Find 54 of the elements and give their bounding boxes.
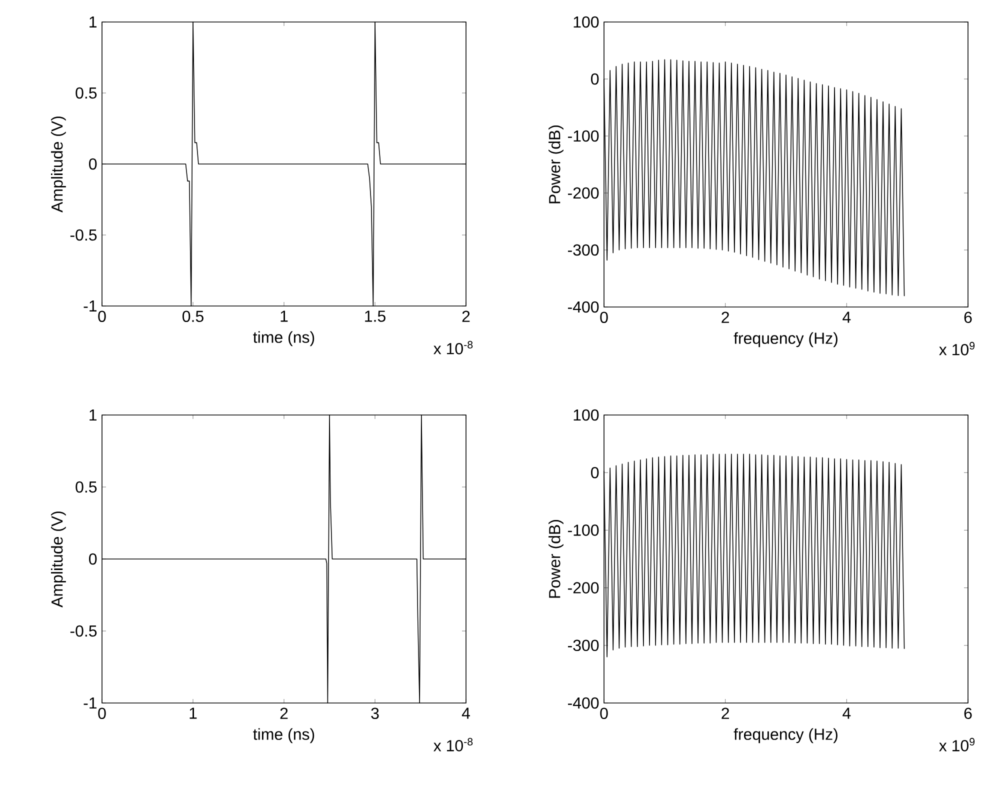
x-tick-label: 2 [722,708,729,719]
x-tick-label: 2 [462,310,470,322]
y-tick-label: 0.5 [76,87,97,99]
x-tick-label: 0 [600,312,608,324]
x-tick-label: 2 [722,312,729,323]
text: x 10$^{-8}$ [434,340,473,354]
x-tick-label: 3 [371,708,379,720]
y-tick-label: 0 [89,553,97,565]
x-tick-label: 0.5 [182,310,204,322]
y-tick-label: 0 [89,158,97,170]
x-tick-label: 0 [98,708,106,720]
x-tick-label: 6 [964,312,972,324]
y-tick-label: 100 [574,409,599,421]
y-tick-label: -1 [84,300,97,312]
y-tick-label: -300 [568,640,599,652]
y-axis-title: Amplitude (V) [50,116,66,212]
y-tick-label: -0.5 [70,229,97,241]
y-tick-label: -0.5 [70,625,97,637]
y-tick-label: 1 [90,410,97,421]
x-tick-label: 1 [280,310,288,322]
line-series [102,414,466,704]
x-tick-label: 6 [964,708,972,720]
x-tick-label: 4 [842,312,851,323]
x-axis-title: frequency (Hz) [734,332,838,348]
y-tick-label: -200 [568,582,599,594]
text: x 10$^{-8}$ [434,738,473,752]
y-tick-label: -100 [568,524,599,536]
y-axis-title: Power (dB) [548,520,564,598]
y-axis-title: Amplitude (V) [50,512,66,608]
y-tick-label: -1 [84,698,97,709]
y-tick-label: -200 [568,187,599,199]
x-tick-label: 4 [842,708,851,719]
x-axis-title: time (ns) [253,728,314,744]
y-tick-label: -400 [568,697,599,709]
x-tick-label: 1 [190,708,197,719]
x-axis-title: time (ns) [253,331,314,346]
text: x 10$^{9}$ [939,738,975,752]
x-tick-label: 1.5 [365,310,386,322]
line-series [102,22,466,306]
y-tick-label: 0.5 [76,481,97,493]
y-tick-label: -300 [568,244,599,256]
y-tick-label: 1 [90,16,97,28]
y-tick-label: -100 [568,130,599,142]
y-axis-title: Power (dB) [548,126,564,204]
text: x 10$^{9}$ [939,342,975,356]
y-tick-label: 0 [591,73,599,85]
x-tick-label: 0 [600,708,608,720]
x-axis-title: frequency (Hz) [734,728,838,744]
y-tick-label: 0 [591,466,599,478]
y-tick-label: 100 [574,16,599,28]
y-tick-label: -400 [568,301,599,313]
x-tick-label: 2 [280,708,288,719]
x-tick-label: 0 [98,310,106,322]
x-tick-label: 4 [462,708,470,719]
